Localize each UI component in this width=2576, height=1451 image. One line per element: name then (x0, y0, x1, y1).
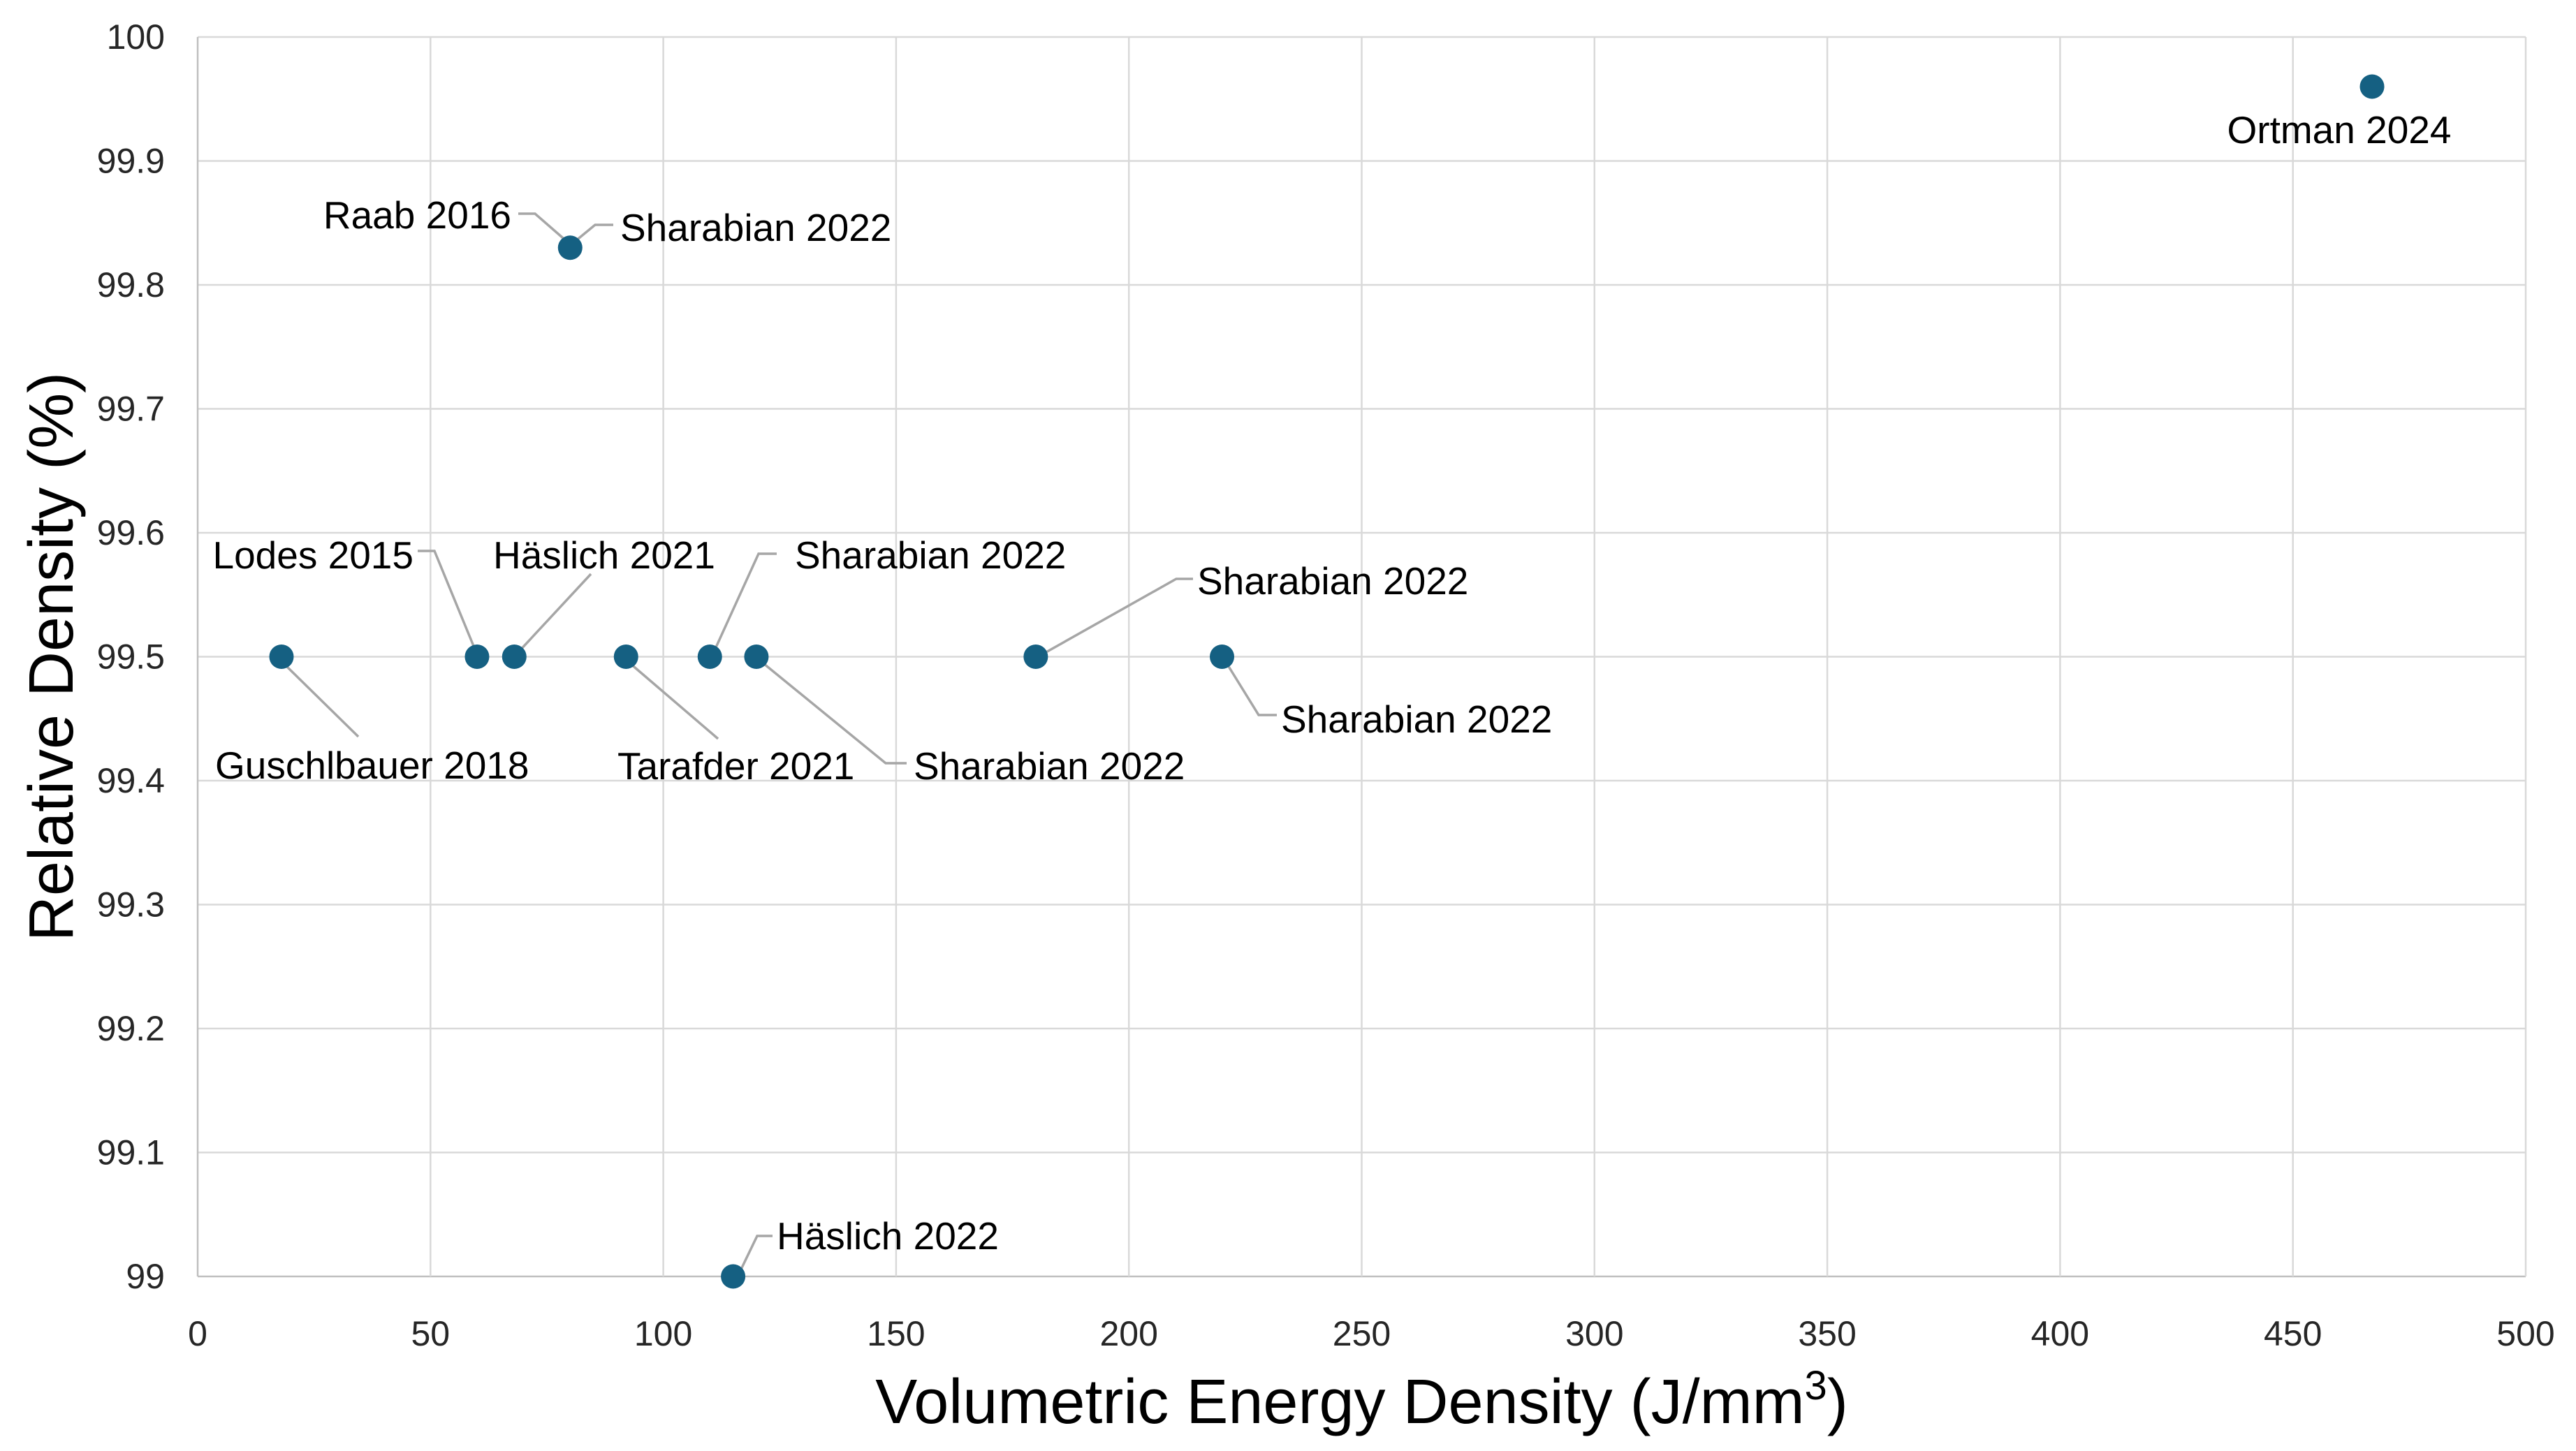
x-tick-label: 500 (2496, 1314, 2554, 1353)
data-point-label: Sharabian 2022 (1281, 698, 1552, 741)
data-point-label: Raab 2016 (323, 193, 511, 237)
data-point (744, 645, 769, 669)
data-point-label: Sharabian 2022 (914, 744, 1185, 788)
x-tick-label: 200 (1099, 1314, 1157, 1353)
axis-tick-labels: 100 99.9 99.8 99.7 99.6 99.5 99.4 99.3 99.2 99.1 9… (97, 17, 2555, 1353)
leader-line (737, 1235, 773, 1276)
data-point (2359, 74, 2385, 99)
leader-line (1224, 661, 1277, 716)
data-point-label: Tarafder 2021 (617, 744, 854, 788)
data-point (697, 645, 722, 669)
x-tick-label: 0 (188, 1314, 207, 1353)
data-point (269, 645, 294, 669)
data-point (613, 645, 638, 669)
y-tick-label: 99.3 (97, 885, 165, 925)
leader-line (759, 659, 907, 765)
y-tick-label: 100 (107, 17, 165, 57)
data-point (1023, 645, 1048, 669)
y-tick-label: 99.7 (97, 390, 165, 429)
x-axis-title: Volumetric Energy Density (J/mm3) (875, 1363, 1848, 1437)
x-tick-label: 400 (2031, 1314, 2089, 1353)
x-tick-label: 50 (411, 1314, 450, 1353)
data-point-label: Häslich 2021 (493, 533, 715, 577)
leader-line (518, 212, 569, 244)
leader-line (570, 223, 613, 246)
data-points (269, 74, 2385, 1289)
data-point (721, 1264, 746, 1289)
y-tick-label: 99.2 (97, 1009, 165, 1048)
x-tick-label: 450 (2264, 1314, 2322, 1353)
leader-lines (284, 212, 1277, 1276)
x-tick-label: 350 (1798, 1314, 1856, 1353)
leader-line (284, 663, 360, 738)
y-tick-label: 99.1 (97, 1133, 165, 1172)
y-tick-label: 99 (126, 1257, 165, 1296)
data-point (557, 235, 583, 260)
leader-line (517, 573, 592, 654)
y-tick-label: 99.9 (97, 142, 165, 181)
y-tick-label: 99.8 (97, 265, 165, 304)
gridlines (196, 36, 2527, 1278)
data-point-label: Sharabian 2022 (620, 206, 891, 249)
leader-line (1038, 577, 1193, 658)
x-tick-label: 100 (634, 1314, 692, 1353)
data-point-label: Ortman 2024 (2227, 108, 2451, 152)
data-point-label: Häslich 2022 (777, 1214, 999, 1258)
data-point-label: Sharabian 2022 (795, 533, 1066, 577)
y-axis-title: Relative Density (%) (17, 372, 87, 941)
x-tick-label: 250 (1333, 1314, 1391, 1353)
y-tick-label: 99.4 (97, 761, 165, 800)
leader-line (418, 550, 476, 650)
data-point-label: Sharabian 2022 (1197, 559, 1468, 603)
x-tick-label: 150 (867, 1314, 925, 1353)
data-point-labels: Guschlbauer 2018 Lodes 2015 Häslich 2021 Ra… (213, 108, 2452, 1258)
leader-line (629, 662, 719, 740)
data-point (502, 645, 527, 669)
y-tick-label: 99.6 (97, 513, 165, 552)
x-tick-label: 300 (1565, 1314, 1623, 1353)
data-point (1210, 645, 1235, 669)
data-point-label: Guschlbauer 2018 (215, 744, 529, 787)
data-point-label: Lodes 2015 (213, 533, 414, 577)
y-tick-label: 99.5 (97, 638, 165, 677)
data-point (464, 645, 490, 669)
leader-line (711, 552, 777, 656)
